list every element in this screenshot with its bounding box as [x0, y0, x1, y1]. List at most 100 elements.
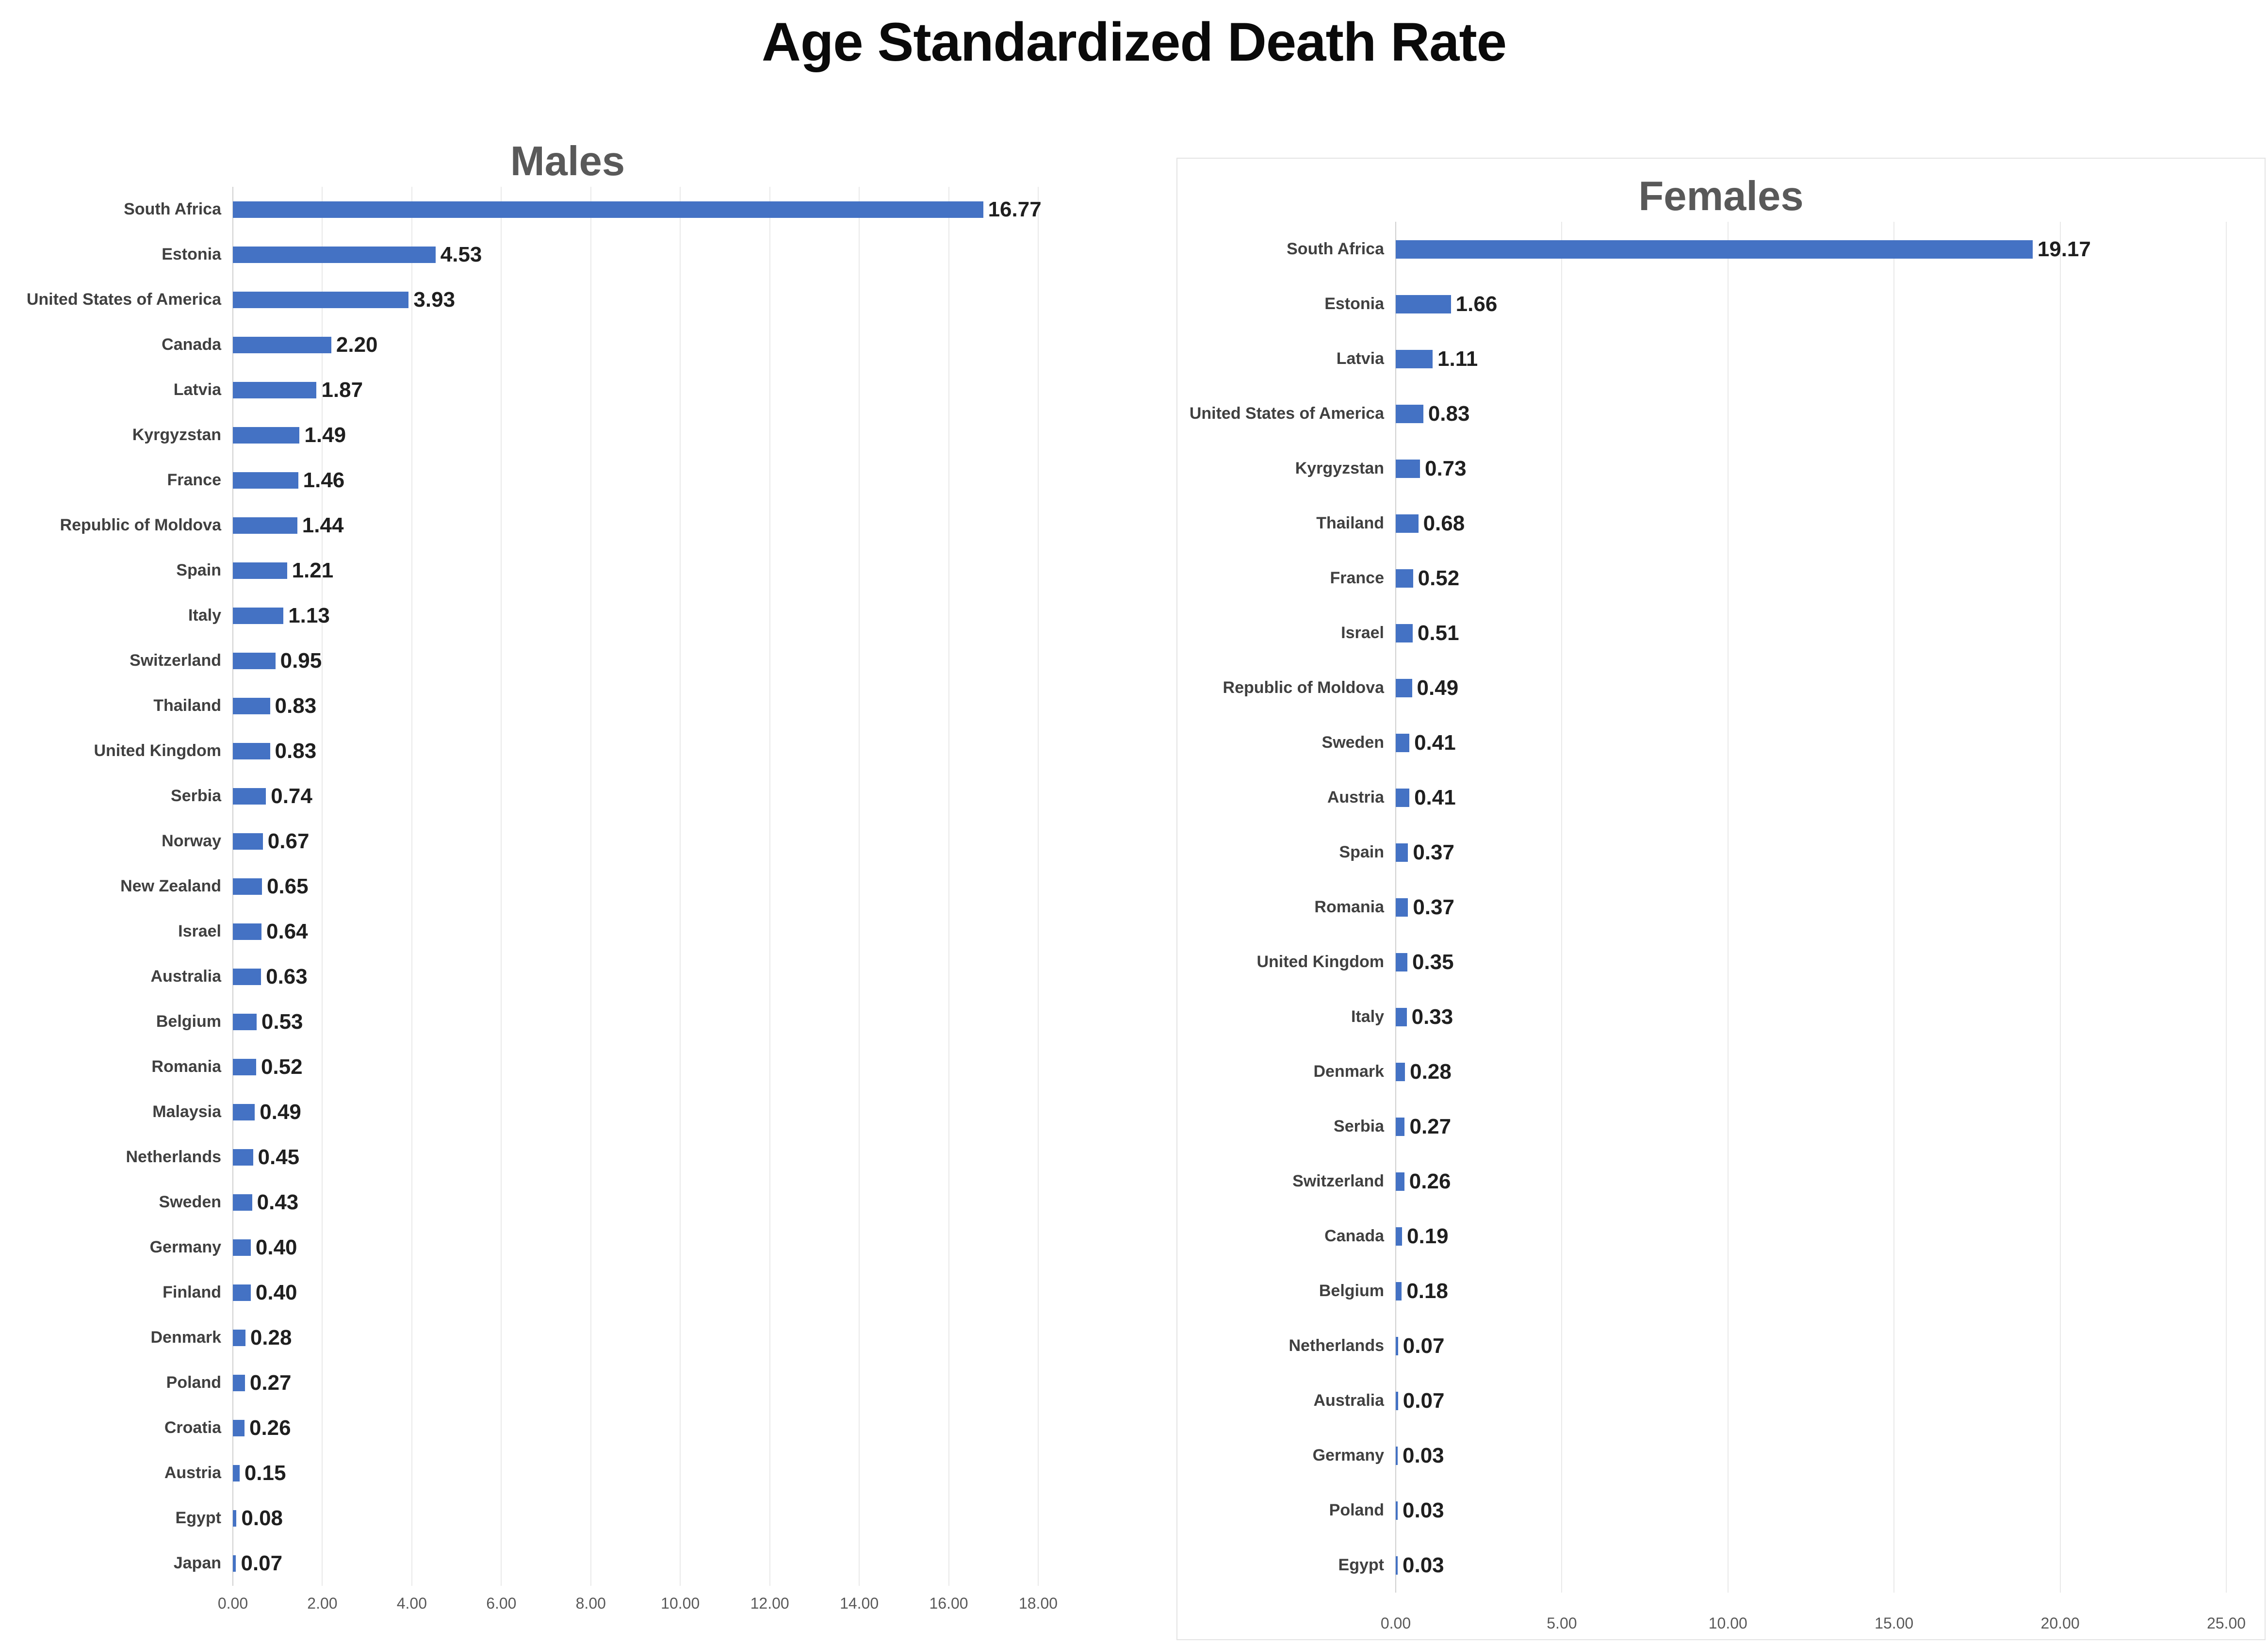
x-tick-label: 8.00: [575, 1595, 606, 1612]
bar-row: Spain 1.21: [15, 548, 1121, 593]
x-tick-label: 2.00: [307, 1595, 338, 1612]
value-label: 4.53: [440, 242, 482, 266]
bar-row: Serbia 0.74: [15, 774, 1121, 819]
bar-track: 0.35: [1396, 935, 2226, 989]
bar-track: 0.52: [1396, 551, 2226, 606]
bar: [1396, 1391, 1398, 1410]
x-tick-label: 16.00: [929, 1595, 968, 1612]
bar: [233, 1419, 245, 1436]
x-tick-label: 4.00: [396, 1595, 427, 1612]
value-label: 0.03: [1403, 1443, 1444, 1467]
bar-track: 0.65: [233, 864, 1038, 909]
category-label: South Africa: [124, 200, 221, 218]
bar: [233, 607, 284, 624]
value-label: 16.77: [988, 197, 1042, 221]
bar-track: 4.53: [233, 232, 1038, 277]
bar-track: 0.63: [233, 954, 1038, 999]
category-label: Finland: [163, 1283, 221, 1301]
bar-track: 0.37: [1396, 880, 2226, 935]
bar-track: 0.26: [1396, 1154, 2226, 1209]
value-label: 0.83: [1428, 401, 1470, 426]
value-label: 0.18: [1406, 1279, 1448, 1303]
bar-row: Belgium 0.18: [1177, 1264, 2265, 1318]
category-label: Germany: [1312, 1446, 1384, 1465]
bar-row: Austria 0.15: [15, 1450, 1121, 1496]
category-label: Norway: [162, 832, 221, 850]
bar-row: Japan 0.07: [15, 1541, 1121, 1586]
males-chart-panel: Males South Africa 16.77 Estonia 4.53 United…: [15, 136, 1121, 1640]
plot-area: South Africa 16.77 Estonia 4.53 United State…: [15, 187, 1121, 1586]
x-tick-label: 10.00: [1708, 1614, 1747, 1632]
bar-row: Canada 0.19: [1177, 1209, 2265, 1264]
value-label: 0.49: [260, 1100, 301, 1124]
bar-row: Italy 0.33: [1177, 989, 2265, 1044]
value-label: 1.66: [1455, 292, 1498, 316]
bar-row: Australia 0.63: [15, 954, 1121, 999]
bar-track: 0.83: [233, 728, 1038, 774]
bar: [1396, 1336, 1398, 1355]
value-label: 19.17: [2037, 237, 2091, 261]
bar-row: Poland 0.27: [15, 1360, 1121, 1405]
bar-row: United States of America 0.83: [1177, 386, 2265, 441]
bar-track: 0.40: [233, 1225, 1038, 1270]
bar-track: 0.19: [1396, 1209, 2226, 1264]
category-label: Malaysia: [152, 1103, 221, 1121]
category-label: Serbia: [1334, 1117, 1384, 1136]
bar-track: 0.53: [233, 999, 1038, 1044]
value-label: 0.49: [1417, 675, 1459, 700]
bar-row: Israel 0.51: [1177, 606, 2265, 660]
x-tick-label: 10.00: [661, 1595, 700, 1612]
category-label: Kyrgyzstan: [132, 426, 221, 444]
bar-track: 0.83: [1396, 386, 2226, 441]
bar-track: 1.44: [233, 503, 1038, 548]
bar-row: South Africa 16.77: [15, 187, 1121, 232]
bar: [1396, 898, 1408, 917]
category-label: Switzerland: [130, 651, 221, 670]
category-label: Netherlands: [126, 1148, 222, 1166]
value-label: 0.03: [1403, 1553, 1444, 1577]
category-label: Denmark: [150, 1328, 221, 1347]
bar: [1396, 459, 1420, 478]
category-label: Switzerland: [1292, 1172, 1384, 1190]
value-label: 0.07: [1403, 1388, 1445, 1413]
value-label: 0.40: [255, 1280, 297, 1304]
category-label: United Kingdom: [1256, 953, 1384, 971]
category-label: Italy: [188, 606, 221, 625]
category-label: Israel: [178, 922, 221, 940]
category-label: Egypt: [1338, 1556, 1384, 1574]
category-label: France: [1330, 569, 1385, 587]
bar-row: Poland 0.03: [1177, 1483, 2265, 1538]
bar-track: 1.13: [233, 593, 1038, 638]
bar-track: 0.37: [1396, 825, 2226, 880]
value-label: 0.52: [1418, 566, 1460, 590]
bar-track: 0.51: [1396, 606, 2226, 660]
bar: [233, 1149, 253, 1166]
bar-rows: South Africa 19.17 Estonia 1.66 Latvia 1.11 Un…: [1177, 222, 2265, 1593]
bar-row: France 0.52: [1177, 551, 2265, 606]
bar: [233, 562, 287, 579]
bar-track: 0.07: [1396, 1318, 2226, 1373]
category-label: Canada: [162, 335, 221, 354]
bar: [1396, 1501, 1398, 1520]
category-label: Thailand: [1316, 514, 1384, 532]
bar: [233, 923, 262, 940]
females-chart-panel: Females South Africa 19.17 Estonia 1.66 Latv…: [1176, 158, 2266, 1640]
bar-track: 0.03: [1396, 1483, 2226, 1538]
bar-track: 0.03: [1396, 1428, 2226, 1483]
category-label: Kyrgyzstan: [1295, 459, 1384, 477]
bar: [1396, 624, 1413, 642]
bar: [1396, 514, 1419, 533]
bar-track: 0.52: [233, 1044, 1038, 1089]
bar: [233, 1374, 245, 1391]
chart-title: Females: [1638, 173, 1804, 219]
category-label: Austria: [1327, 788, 1384, 807]
bar: [233, 1555, 236, 1572]
category-label: United States of America: [26, 290, 221, 309]
x-tick-label: 25.00: [2206, 1614, 2246, 1632]
bar: [233, 201, 983, 218]
bar: [233, 968, 261, 985]
bar: [1396, 1227, 1402, 1246]
x-axis: 0.00 5.00 10.00 15.00 20.00 25.00: [1381, 1593, 2246, 1646]
value-label: 0.83: [275, 739, 317, 763]
